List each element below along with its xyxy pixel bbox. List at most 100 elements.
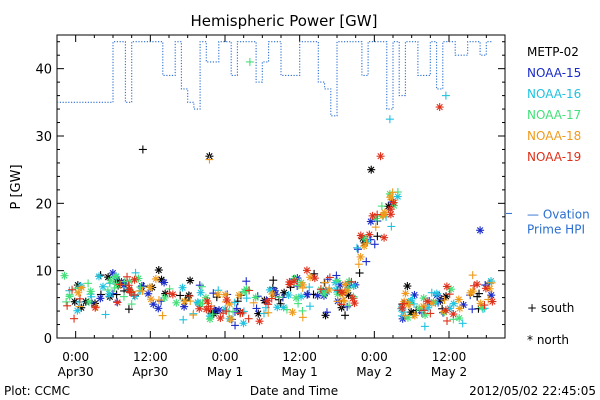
point-north-stroke: [456, 314, 463, 322]
point-north: [324, 285, 333, 294]
point-north-stroke: [467, 289, 474, 296]
point-north-stroke: [402, 290, 409, 297]
ovation-legend: — Ovation Prime HPI: [506, 207, 590, 236]
point-north: [214, 290, 223, 299]
point-north: [178, 283, 187, 292]
y-tick-label: 30: [35, 130, 52, 145]
point-north: [186, 276, 195, 285]
point-north-stroke: [442, 307, 450, 314]
point-north-stroke: [424, 298, 431, 305]
point-north: [180, 297, 189, 306]
point-north-stroke: [147, 295, 155, 303]
point-north: [442, 282, 451, 291]
point-north-stroke: [215, 306, 223, 314]
point-north-stroke: [274, 304, 281, 311]
point-north: [302, 266, 311, 275]
point-north-stroke: [345, 291, 352, 299]
point-north: [235, 291, 244, 300]
point-north: [221, 290, 230, 299]
point-north: [337, 288, 346, 297]
x-tick-label: 12:00: [432, 350, 467, 364]
point-north-stroke: [235, 291, 243, 299]
point-north-stroke: [204, 297, 211, 305]
point-north-stroke: [360, 242, 368, 250]
point-north-stroke: [334, 277, 341, 284]
point-north: [172, 298, 181, 307]
point-north-stroke: [66, 293, 73, 300]
point-north-stroke: [357, 253, 364, 261]
point-north-stroke: [443, 283, 451, 290]
point-north-stroke: [368, 166, 375, 173]
point-north-stroke: [145, 290, 152, 297]
point-north: [380, 233, 389, 242]
point-north-stroke: [264, 297, 271, 305]
satellite-legend: METP-02 NOAA-15 NOAA-16 NOAA-17 NOAA-18 NOAA-…: [527, 45, 581, 164]
point-north: [410, 290, 419, 299]
point-north-stroke: [87, 288, 94, 295]
point-north: [284, 291, 293, 300]
point-north-stroke: [314, 292, 321, 299]
point-north-stroke: [436, 103, 443, 111]
x-tick-date-label: Apr30: [58, 365, 94, 379]
point-north: [487, 277, 496, 286]
point-north: [205, 315, 214, 324]
point-north-stroke: [390, 199, 397, 206]
point-north-stroke: [120, 281, 128, 289]
point-north-stroke: [280, 304, 287, 311]
point-north-stroke: [290, 278, 298, 285]
plot-credit: Plot: CCMC: [4, 384, 70, 398]
point-north-stroke: [179, 284, 186, 291]
point-north-stroke: [325, 286, 333, 294]
point-north-stroke: [360, 235, 368, 242]
point-north: [154, 266, 163, 275]
marker-legend: + south * north: [527, 301, 574, 347]
point-north-stroke: [155, 305, 162, 312]
point-north: [455, 314, 464, 323]
point-north: [111, 272, 120, 281]
point-north: [98, 282, 107, 291]
point-north: [350, 299, 359, 308]
point-north: [74, 288, 83, 297]
point-north: [401, 289, 410, 298]
legend-entry: METP-02: [527, 45, 579, 59]
point-north-stroke: [311, 274, 319, 282]
point-north: [298, 280, 307, 289]
y-axis: 0 10 20 30 40: [35, 41, 505, 347]
point-north: [292, 293, 301, 302]
point-north-stroke: [387, 211, 395, 218]
point-north: [310, 274, 319, 283]
point-north: [263, 297, 272, 306]
point-north-stroke: [226, 300, 233, 308]
point-north: [255, 317, 264, 326]
x-tick-label: 0:00: [361, 350, 388, 364]
marker-legend-south: + south: [527, 301, 574, 315]
point-north: [91, 303, 100, 312]
data-points: [60, 57, 497, 331]
point-north: [449, 299, 458, 308]
point-north-stroke: [303, 291, 311, 298]
point-north: [432, 289, 441, 298]
point-north: [130, 275, 139, 284]
point-north-stroke: [349, 295, 356, 302]
point-north-stroke: [476, 227, 484, 234]
point-north-stroke: [206, 315, 214, 323]
point-north: [341, 280, 350, 289]
point-north: [160, 293, 169, 302]
point-north-stroke: [394, 193, 401, 200]
y-tick-label: 40: [35, 63, 52, 78]
x-tick-date-label: May 2: [431, 365, 467, 379]
point-north: [144, 289, 153, 298]
point-north-stroke: [150, 301, 157, 308]
point-north-stroke: [357, 232, 364, 239]
point-north-stroke: [286, 281, 293, 288]
legend-entry: NOAA-18: [527, 129, 581, 143]
point-north: [423, 297, 432, 306]
point-north-stroke: [162, 290, 169, 297]
point-north-stroke: [482, 285, 490, 292]
point-north: [285, 280, 294, 289]
x-axis-label: Date and Time: [250, 384, 338, 398]
point-north: [65, 292, 74, 301]
point-north-stroke: [433, 290, 440, 297]
point-north-stroke: [112, 273, 120, 280]
point-north: [488, 297, 497, 306]
